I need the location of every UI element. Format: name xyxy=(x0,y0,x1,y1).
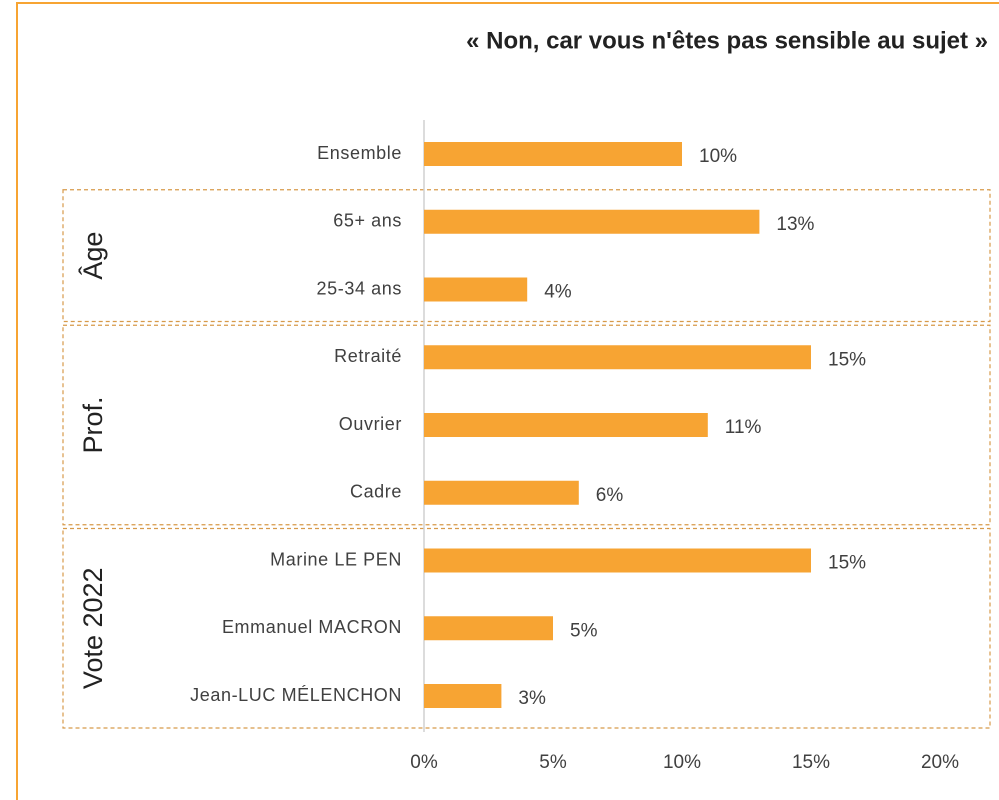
category-label: Retraité xyxy=(334,346,402,366)
value-label: 10% xyxy=(699,146,737,167)
category-label: Marine LE PEN xyxy=(270,549,402,569)
group-box xyxy=(62,527,991,729)
bar xyxy=(424,277,528,302)
bar xyxy=(424,616,553,641)
bar xyxy=(424,209,760,234)
category-label: Ouvrier xyxy=(339,414,402,434)
category-label: Ensemble xyxy=(317,143,402,163)
bar xyxy=(424,345,811,370)
category-label: 25-34 ans xyxy=(317,278,402,298)
value-label: 3% xyxy=(518,688,546,709)
x-tick-label: 0% xyxy=(410,752,438,773)
group-label: Vote 2022 xyxy=(78,567,108,689)
group-box xyxy=(62,324,991,526)
bar xyxy=(424,684,502,708)
x-tick-label: 10% xyxy=(663,752,701,773)
bar xyxy=(424,142,682,166)
value-label: 5% xyxy=(570,620,598,641)
x-tick-label: 5% xyxy=(539,752,567,773)
bar xyxy=(424,548,811,573)
value-label: 15% xyxy=(828,349,866,370)
value-label: 13% xyxy=(776,214,814,235)
value-label: 4% xyxy=(544,282,572,303)
bar xyxy=(424,480,579,505)
value-label: 6% xyxy=(596,485,624,506)
group-label: Âge xyxy=(77,232,108,280)
category-label: 65+ ans xyxy=(333,211,402,231)
chart-title: « Non, car vous n'êtes pas sensible au s… xyxy=(466,27,988,54)
category-label: Jean-LUC MÉLENCHON xyxy=(190,685,402,705)
category-label: Cadre xyxy=(350,482,402,502)
x-tick-label: 20% xyxy=(921,752,959,773)
category-label: Emmanuel MACRON xyxy=(222,617,402,637)
value-label: 15% xyxy=(828,553,866,574)
group-box xyxy=(62,189,991,323)
x-tick-label: 15% xyxy=(792,752,830,773)
frame xyxy=(16,2,999,800)
group-label: Prof. xyxy=(78,396,108,453)
bar xyxy=(424,413,708,437)
value-label: 11% xyxy=(725,417,762,438)
